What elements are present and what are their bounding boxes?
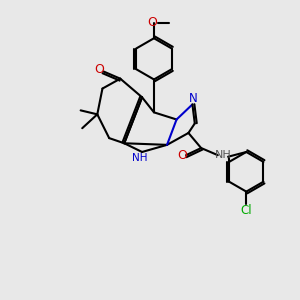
- Text: O: O: [147, 16, 157, 29]
- Text: O: O: [177, 149, 187, 162]
- Text: O: O: [95, 63, 105, 76]
- Text: N: N: [189, 92, 198, 105]
- Text: Cl: Cl: [241, 204, 252, 217]
- Text: NH: NH: [215, 150, 232, 160]
- Text: NH: NH: [132, 153, 148, 163]
